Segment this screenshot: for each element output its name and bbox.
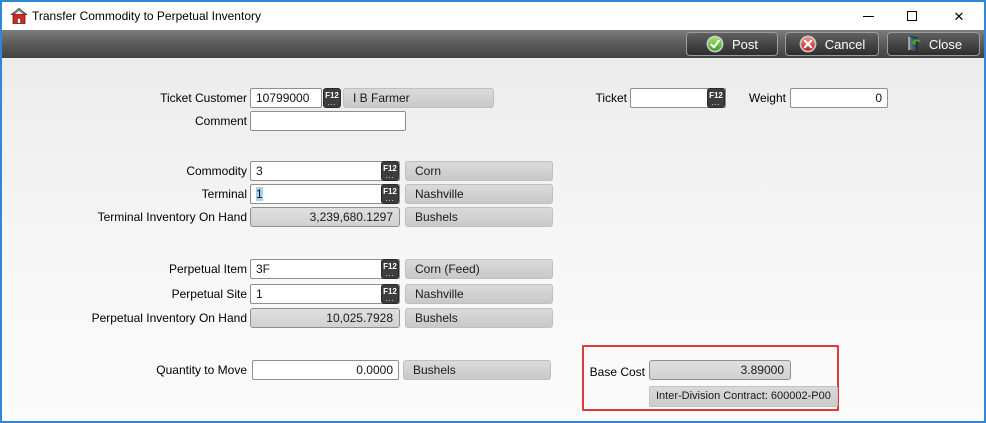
cancel-button-label: Cancel bbox=[824, 36, 866, 52]
post-button-label: Post bbox=[731, 36, 758, 52]
perpetual-site-input[interactable] bbox=[250, 284, 400, 304]
selected-text: 1 bbox=[256, 187, 263, 201]
exit-door-icon bbox=[908, 36, 921, 53]
close-button[interactable]: Close bbox=[887, 32, 980, 56]
ticket-input[interactable] bbox=[630, 88, 726, 108]
terminal-name-display: Nashville bbox=[405, 184, 553, 204]
form-area: Ticket Customer F12… I B Farmer Ticket F… bbox=[2, 58, 984, 421]
ticket-label: Ticket bbox=[595, 91, 627, 105]
close-button-label: Close bbox=[928, 36, 963, 52]
ticket-customer-f12-lookup-button[interactable]: F12… bbox=[323, 88, 341, 108]
minimize-button[interactable] bbox=[846, 2, 890, 30]
perpetual-item-input[interactable] bbox=[250, 259, 400, 279]
base-cost-label: Base Cost bbox=[589, 365, 645, 379]
app-barn-icon bbox=[10, 7, 28, 24]
action-toolbar: Post Cancel Close bbox=[2, 30, 984, 58]
perpetual-inventory-label: Perpetual Inventory On Hand bbox=[91, 311, 247, 325]
perpetual-site-field: F12… bbox=[250, 284, 400, 304]
perpetual-item-f12-lookup-button[interactable]: F12… bbox=[381, 259, 399, 279]
terminal-field: 1 F12… bbox=[250, 184, 400, 204]
commodity-f12-lookup-button[interactable]: F12… bbox=[381, 161, 399, 181]
perpetual-item-name-display: Corn (Feed) bbox=[405, 259, 553, 279]
comment-input[interactable] bbox=[250, 111, 406, 131]
page-title: Transfer Commodity to Perpetual Inventor… bbox=[32, 9, 261, 23]
perpetual-item-label: Perpetual Item bbox=[168, 262, 247, 276]
ticket-customer-input[interactable] bbox=[250, 88, 322, 108]
quantity-to-move-input[interactable] bbox=[252, 360, 399, 380]
commodity-input[interactable] bbox=[250, 161, 400, 181]
terminal-inventory-value: 3,239,680.1297 bbox=[250, 207, 400, 227]
maximize-button[interactable] bbox=[890, 2, 934, 30]
annotation-highlight-box bbox=[582, 345, 839, 411]
terminal-label: Terminal bbox=[201, 187, 247, 201]
title-bar: Transfer Commodity to Perpetual Inventor… bbox=[2, 2, 984, 30]
terminal-inventory-unit: Bushels bbox=[405, 207, 553, 227]
commodity-field: F12… bbox=[250, 161, 400, 181]
commodity-label: Commodity bbox=[186, 164, 247, 178]
ticket-customer-label: Ticket Customer bbox=[160, 91, 247, 105]
cancel-button[interactable]: Cancel bbox=[785, 32, 879, 56]
minimize-icon bbox=[862, 15, 874, 17]
maximize-icon bbox=[907, 11, 917, 21]
close-icon: ✕ bbox=[953, 8, 965, 24]
commodity-name-display: Corn bbox=[405, 161, 553, 181]
quantity-to-move-label: Quantity to Move bbox=[156, 363, 247, 377]
perpetual-inventory-unit: Bushels bbox=[405, 308, 553, 328]
base-cost-value: 3.89000 bbox=[649, 360, 791, 380]
weight-input[interactable] bbox=[790, 88, 888, 108]
terminal-inventory-label: Terminal Inventory On Hand bbox=[97, 210, 247, 224]
quantity-to-move-unit: Bushels bbox=[403, 360, 551, 380]
terminal-f12-lookup-button[interactable]: F12… bbox=[381, 184, 399, 204]
comment-label: Comment bbox=[194, 114, 247, 128]
red-x-icon bbox=[799, 35, 817, 53]
inter-division-contract-note: Inter-Division Contract: 600002-P00 bbox=[649, 386, 838, 407]
terminal-input[interactable]: 1 bbox=[250, 184, 400, 204]
perpetual-inventory-value: 10,025.7928 bbox=[250, 308, 400, 328]
perpetual-site-f12-lookup-button[interactable]: F12… bbox=[381, 284, 399, 304]
perpetual-item-field: F12… bbox=[250, 259, 400, 279]
post-button[interactable]: Post bbox=[686, 32, 778, 56]
ticket-field: F12… bbox=[630, 88, 726, 108]
weight-label: Weight bbox=[748, 91, 786, 105]
ticket-customer-name-display: I B Farmer bbox=[343, 88, 494, 108]
ticket-f12-lookup-button[interactable]: F12… bbox=[707, 88, 725, 108]
perpetual-site-name-display: Nashville bbox=[405, 284, 553, 304]
perpetual-site-label: Perpetual Site bbox=[171, 287, 247, 301]
green-check-icon bbox=[706, 35, 724, 53]
close-window-button[interactable]: ✕ bbox=[936, 2, 982, 30]
